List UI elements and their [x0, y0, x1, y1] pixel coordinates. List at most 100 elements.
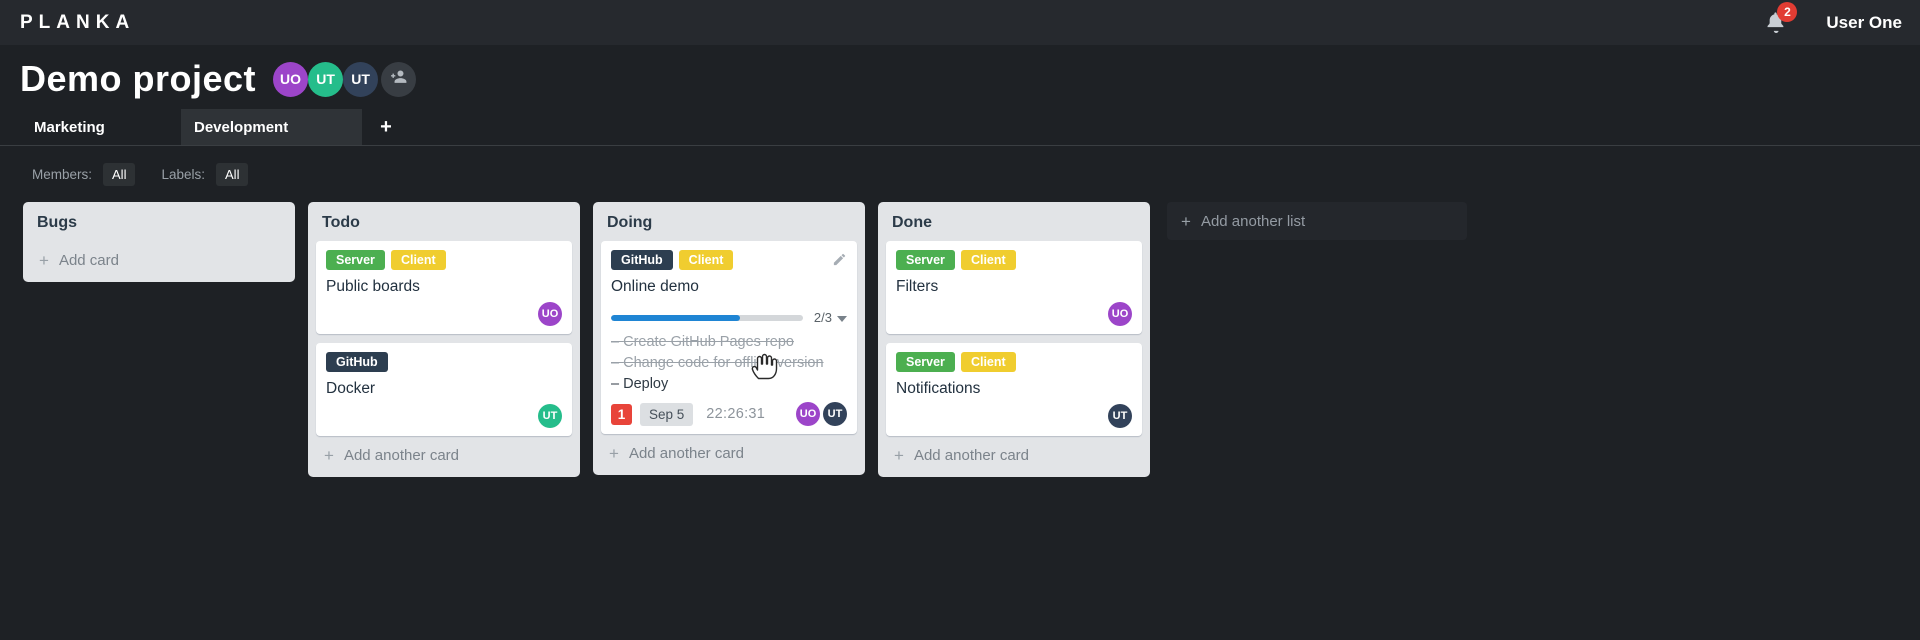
list-name[interactable]: Bugs — [37, 214, 77, 231]
board-tabs: Marketing Development + — [0, 109, 1920, 146]
card-label: Client — [678, 250, 734, 270]
notification-count-badge: 2 — [1777, 1, 1798, 22]
cards-container: Server Client Filters UO Server Client Notific… — [878, 241, 1150, 436]
member-avatar[interactable]: UO — [538, 302, 562, 326]
card-bottom-row: UO — [326, 296, 562, 326]
task-item: Deploy — [611, 374, 847, 395]
project-members: UO UT UT — [273, 61, 379, 97]
plus-icon: + — [894, 446, 904, 465]
add-list-label: Add another list — [1200, 212, 1306, 230]
plus-icon: + — [39, 251, 49, 270]
board: Bugs + Add card Todo Server Client Public boar… — [0, 186, 1920, 477]
list: Bugs + Add card — [23, 202, 295, 282]
card[interactable]: Server Client Notifications UT — [886, 343, 1142, 436]
card-bottom-row: UO — [896, 296, 1132, 326]
card-bottom-row: UT — [896, 398, 1132, 428]
list-name[interactable]: Todo — [322, 214, 360, 231]
member-avatar[interactable]: UO — [796, 402, 820, 426]
bell-icon — [1764, 11, 1787, 38]
card-label: Client — [390, 250, 446, 270]
member-avatar[interactable]: UT — [538, 404, 562, 428]
pencil-edit-icon[interactable] — [832, 252, 847, 272]
card-labels: GitHub — [326, 352, 562, 372]
list: Todo Server Client Public boards UO GitHub Doc… — [308, 202, 580, 477]
chevron-down-icon[interactable] — [837, 315, 847, 322]
card-label: Client — [960, 352, 1016, 372]
card-title: Public boards — [326, 278, 420, 295]
plus-icon: + — [324, 446, 334, 465]
task-item: Create GitHub Pages repo — [611, 332, 847, 353]
add-card-label: Add card — [58, 252, 119, 269]
filter-members-label: Members: — [32, 167, 93, 182]
card-label: Server — [326, 250, 385, 270]
due-date-badge[interactable]: Sep 5 — [640, 402, 694, 426]
member-avatar[interactable]: UT — [823, 402, 847, 426]
card-label: GitHub — [326, 352, 388, 372]
add-card-button[interactable]: + Add another card — [593, 434, 865, 471]
card[interactable]: GitHub Docker UT — [316, 343, 572, 436]
card-members: UO — [1105, 302, 1132, 326]
project-header: Demo project UO UT UT — [0, 45, 1920, 100]
card-labels: GitHub Client — [611, 250, 847, 270]
list-name[interactable]: Done — [892, 214, 932, 231]
card-members: UT — [1105, 404, 1132, 428]
task-list: Create GitHub Pages repoChange code for … — [611, 332, 847, 395]
card-notification-badge: 1 — [611, 403, 632, 425]
top-bar-right: 2 User One — [1764, 1, 1902, 38]
tab-marketing[interactable]: Marketing — [34, 118, 105, 136]
filter-labels-value[interactable]: All — [216, 163, 249, 186]
timer-text[interactable]: 22:26:31 — [706, 406, 766, 422]
filter-bar: Members: All Labels: All — [0, 146, 1920, 186]
user-plus-icon — [389, 67, 408, 91]
member-avatar[interactable]: UO — [1108, 302, 1132, 326]
member-avatar[interactable]: UT — [308, 61, 344, 97]
member-avatar[interactable]: UT — [1108, 404, 1132, 428]
card-bottom-row: UT — [326, 398, 562, 428]
add-card-button[interactable]: + Add card — [23, 241, 295, 278]
progress-bar-fill — [611, 314, 740, 321]
cards-container: Server Client Public boards UO GitHub Docker U… — [308, 241, 580, 436]
task-item: Change code for offline version — [611, 353, 847, 374]
card-title: Docker — [326, 380, 376, 397]
filter-labels-label: Labels: — [161, 167, 206, 182]
plus-icon: + — [380, 115, 392, 138]
add-project-member-button[interactable] — [381, 61, 417, 97]
add-board-button[interactable]: + — [362, 109, 410, 145]
card-title: Online demo — [611, 278, 699, 295]
card[interactable]: Server Client Public boards UO — [316, 241, 572, 334]
card-bottom-row: 1 Sep 5 22:26:31 UO UT — [611, 402, 847, 426]
card[interactable]: Server Client Filters UO — [886, 241, 1142, 334]
tab-development[interactable]: Development — [181, 109, 362, 145]
add-card-button[interactable]: + Add another card — [878, 436, 1150, 473]
card-title: Notifications — [896, 380, 981, 397]
card-members: UO UT — [793, 402, 847, 426]
filter-members-value[interactable]: All — [103, 163, 136, 186]
card-title: Filters — [896, 278, 939, 295]
card-label: Client — [960, 250, 1016, 270]
plus-icon: + — [609, 444, 619, 463]
top-bar: PLANKA 2 User One — [0, 0, 1920, 45]
card-labels: Server Client — [896, 352, 1132, 372]
card-label: Server — [896, 352, 955, 372]
list: Done Server Client Filters UO Server Client Not… — [878, 202, 1150, 477]
card-members: UT — [535, 404, 562, 428]
card-label: Server — [896, 250, 955, 270]
list-name[interactable]: Doing — [607, 214, 653, 231]
card-labels: Server Client — [326, 250, 562, 270]
member-avatar[interactable]: UO — [273, 61, 309, 97]
user-menu[interactable]: User One — [1826, 12, 1902, 32]
card-members: UO — [535, 302, 562, 326]
add-list-button[interactable]: + Add another list — [1167, 202, 1467, 240]
notifications-button[interactable]: 2 — [1764, 1, 1798, 38]
add-card-button[interactable]: + Add another card — [308, 436, 580, 473]
task-progress: 2/3 — [611, 310, 847, 325]
planka-logo[interactable]: PLANKA — [20, 11, 136, 33]
plus-icon: + — [1181, 211, 1191, 231]
add-card-label: Add another card — [628, 445, 745, 462]
member-avatar[interactable]: UT — [343, 61, 379, 97]
card-labels: Server Client — [896, 250, 1132, 270]
project-title[interactable]: Demo project — [20, 58, 257, 99]
